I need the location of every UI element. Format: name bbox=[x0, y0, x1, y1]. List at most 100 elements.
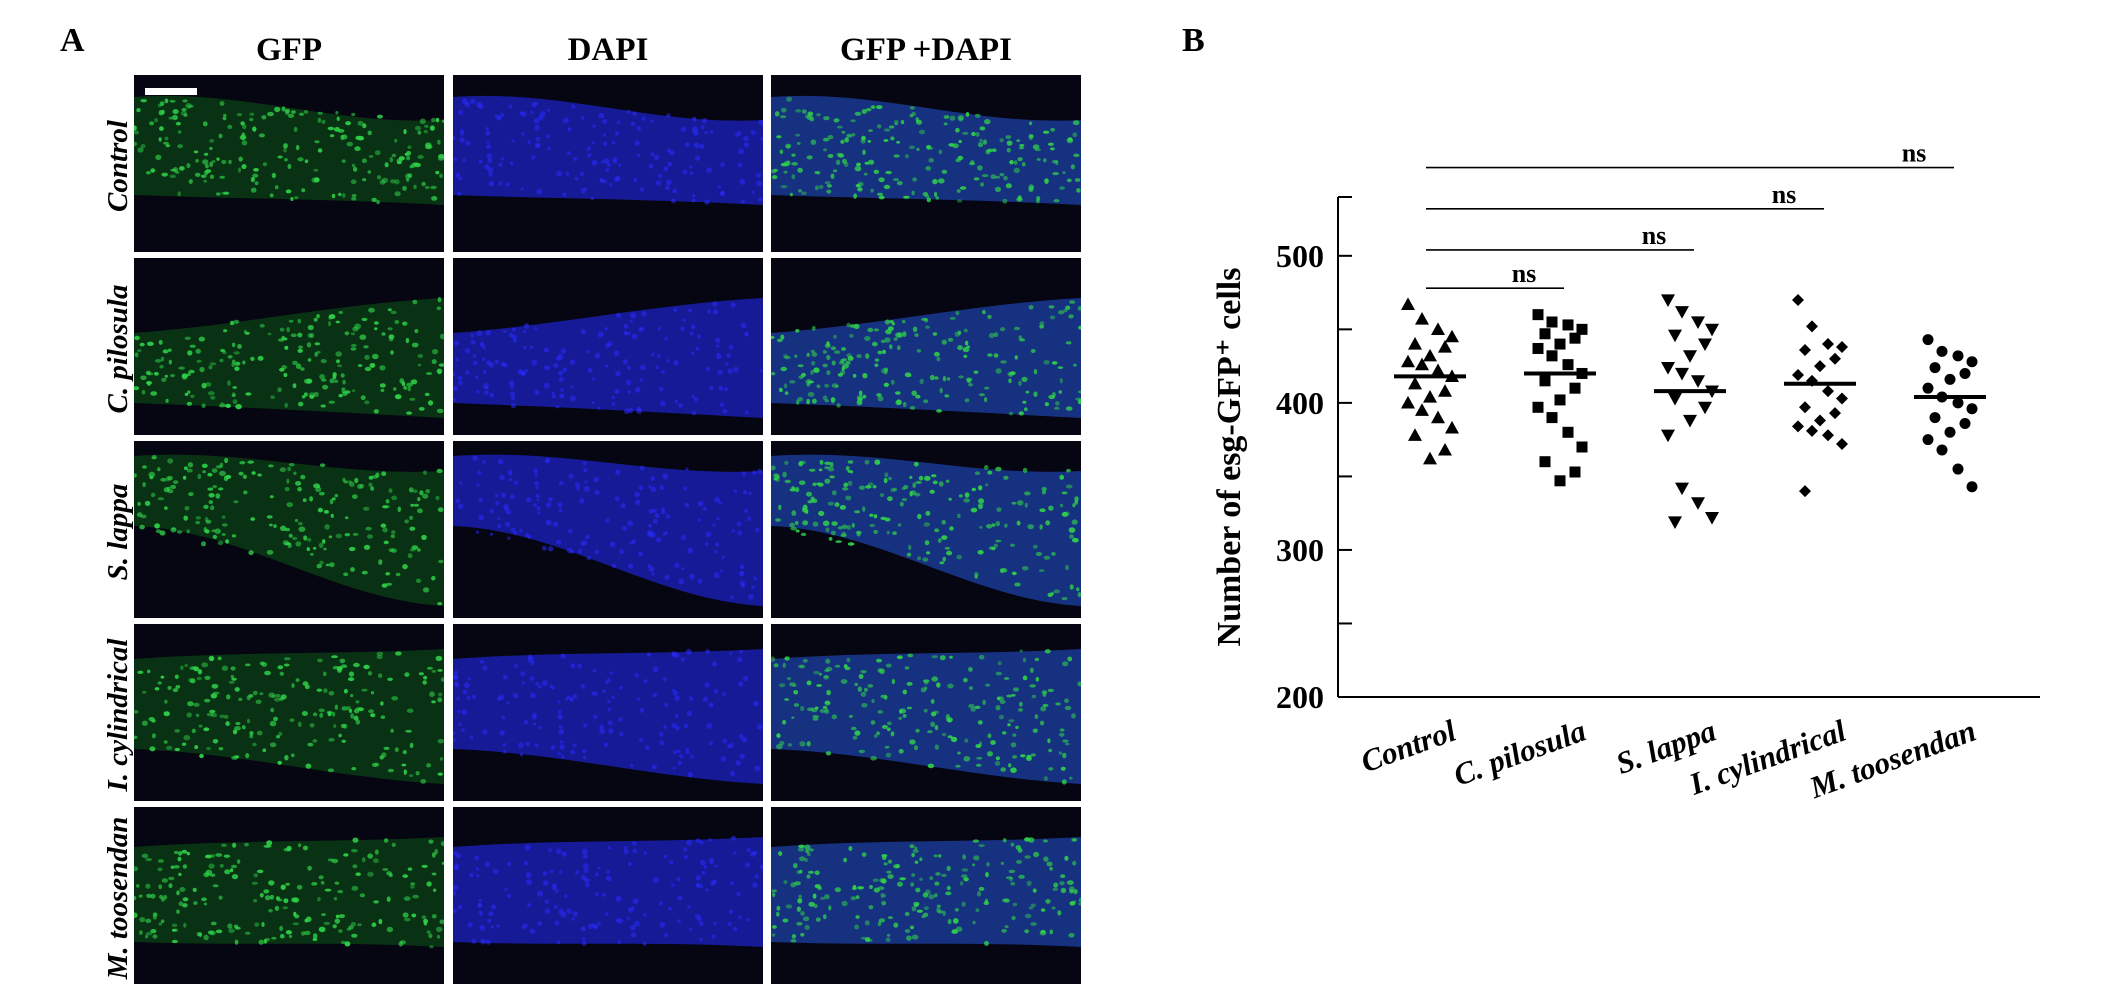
data-point-1-4 bbox=[1539, 328, 1551, 340]
data-point-1-18 bbox=[1539, 456, 1551, 468]
row-label-control: Control bbox=[102, 120, 134, 212]
data-point-2-14 bbox=[1661, 429, 1675, 443]
data-point-3-17 bbox=[1836, 438, 1848, 451]
data-point-4-9 bbox=[1952, 397, 1964, 409]
comparison-label-1: ns bbox=[1642, 221, 1667, 250]
data-point-4-2 bbox=[1952, 350, 1964, 362]
data-point-0-16 bbox=[1431, 410, 1445, 424]
data-point-0-1 bbox=[1415, 312, 1429, 325]
data-point-0-2 bbox=[1431, 322, 1445, 335]
data-point-1-0 bbox=[1532, 309, 1544, 321]
data-point-4-5 bbox=[1959, 367, 1971, 379]
y-tick-label-400: 400 bbox=[1276, 385, 1324, 421]
data-point-1-8 bbox=[1546, 350, 1558, 362]
data-point-4-10 bbox=[1966, 403, 1978, 415]
column-header-merge: GFP +DAPI bbox=[840, 32, 1012, 68]
data-point-4-6 bbox=[1944, 373, 1956, 385]
x-tick-label-0: Control bbox=[1356, 713, 1461, 780]
data-point-2-6 bbox=[1683, 350, 1697, 363]
data-point-0-3 bbox=[1445, 329, 1459, 343]
data-point-4-7 bbox=[1922, 382, 1934, 394]
micrograph-m-toosendan-gfp bbox=[134, 807, 444, 984]
data-point-1-11 bbox=[1539, 375, 1551, 387]
data-point-1-20 bbox=[1554, 475, 1566, 487]
data-point-4-12 bbox=[1959, 417, 1971, 429]
data-point-2-13 bbox=[1683, 414, 1697, 428]
data-point-0-4 bbox=[1408, 337, 1422, 350]
data-point-0-0 bbox=[1401, 297, 1415, 310]
data-point-0-13 bbox=[1423, 390, 1437, 403]
data-point-0-18 bbox=[1408, 428, 1422, 441]
row-label-m-toosendan: M. toosendan bbox=[102, 816, 134, 980]
data-point-2-18 bbox=[1668, 516, 1682, 529]
row-label-s-lappa: S. lappa bbox=[102, 483, 134, 581]
data-point-1-7 bbox=[1532, 342, 1544, 354]
data-point-1-9 bbox=[1562, 359, 1574, 371]
data-point-1-14 bbox=[1532, 401, 1544, 413]
data-point-4-16 bbox=[1952, 463, 1964, 475]
micrograph-i-cylindrical-merge bbox=[771, 624, 1081, 801]
data-point-3-1 bbox=[1806, 320, 1818, 333]
data-point-2-1 bbox=[1675, 306, 1689, 319]
data-point-0-20 bbox=[1423, 451, 1437, 465]
data-point-4-14 bbox=[1922, 434, 1934, 446]
data-point-2-7 bbox=[1661, 361, 1675, 375]
micrograph-c-pilosula-gfp bbox=[134, 258, 444, 435]
row-label-c-pilosula: C. pilosula bbox=[102, 284, 134, 414]
data-point-4-0 bbox=[1922, 334, 1934, 346]
data-point-1-16 bbox=[1562, 426, 1574, 438]
panel-a-letter: A bbox=[60, 22, 85, 59]
data-point-2-17 bbox=[1705, 511, 1719, 525]
data-point-1-12 bbox=[1569, 382, 1581, 394]
data-point-0-8 bbox=[1415, 357, 1429, 371]
data-point-4-13 bbox=[1944, 426, 1956, 438]
micrograph-m-toosendan-dapi bbox=[453, 807, 763, 984]
data-point-3-12 bbox=[1829, 407, 1841, 420]
scale-bar bbox=[145, 88, 197, 95]
data-point-4-17 bbox=[1966, 481, 1978, 493]
data-point-2-3 bbox=[1705, 323, 1719, 337]
data-point-0-17 bbox=[1445, 420, 1459, 434]
data-point-3-7 bbox=[1792, 368, 1804, 381]
data-point-3-16 bbox=[1822, 429, 1834, 442]
data-point-1-15 bbox=[1546, 412, 1558, 424]
micrograph-s-lappa-dapi bbox=[453, 441, 763, 618]
micrograph-i-cylindrical-dapi bbox=[453, 624, 763, 801]
data-point-0-9 bbox=[1431, 363, 1445, 377]
data-point-1-1 bbox=[1546, 316, 1558, 328]
data-point-3-14 bbox=[1792, 420, 1804, 433]
y-axis-label: Number of esg-GFP⁺ cells bbox=[1211, 268, 1248, 647]
data-point-2-12 bbox=[1698, 401, 1712, 415]
micrograph-control-dapi bbox=[453, 75, 763, 252]
data-point-3-9 bbox=[1822, 385, 1834, 398]
comparison-label-0: ns bbox=[1512, 259, 1537, 288]
data-point-2-15 bbox=[1675, 482, 1689, 496]
micrograph-s-lappa-merge bbox=[771, 441, 1081, 618]
data-point-3-13 bbox=[1814, 414, 1826, 427]
data-point-2-4 bbox=[1668, 329, 1682, 343]
data-point-4-11 bbox=[1929, 412, 1941, 424]
data-point-2-0 bbox=[1661, 294, 1675, 307]
data-point-4-4 bbox=[1929, 362, 1941, 374]
micrograph-i-cylindrical-gfp bbox=[134, 624, 444, 801]
data-point-4-3 bbox=[1966, 356, 1978, 368]
data-point-1-6 bbox=[1554, 338, 1566, 350]
data-point-0-12 bbox=[1438, 384, 1452, 397]
data-point-0-5 bbox=[1438, 340, 1452, 353]
data-point-3-18 bbox=[1799, 485, 1811, 498]
data-point-3-15 bbox=[1806, 424, 1818, 437]
data-point-1-19 bbox=[1569, 466, 1581, 478]
data-point-1-3 bbox=[1576, 323, 1588, 335]
data-point-3-10 bbox=[1836, 392, 1848, 405]
data-point-0-6 bbox=[1423, 348, 1437, 362]
micrograph-c-pilosula-dapi bbox=[453, 258, 763, 435]
row-label-i-cylindrical: I. cylindrical bbox=[102, 638, 134, 792]
y-tick-label-500: 500 bbox=[1276, 238, 1324, 274]
comparison-label-2: ns bbox=[1772, 180, 1797, 209]
scatter-chart: 200 300 400 500 Number of esg-GFP⁺ cells Cont… bbox=[1211, 139, 2040, 805]
data-point-4-15 bbox=[1936, 444, 1948, 456]
data-point-2-11 bbox=[1668, 392, 1682, 406]
data-point-3-2 bbox=[1822, 338, 1834, 351]
data-point-1-17 bbox=[1576, 441, 1588, 453]
y-tick-label-300: 300 bbox=[1276, 532, 1324, 568]
